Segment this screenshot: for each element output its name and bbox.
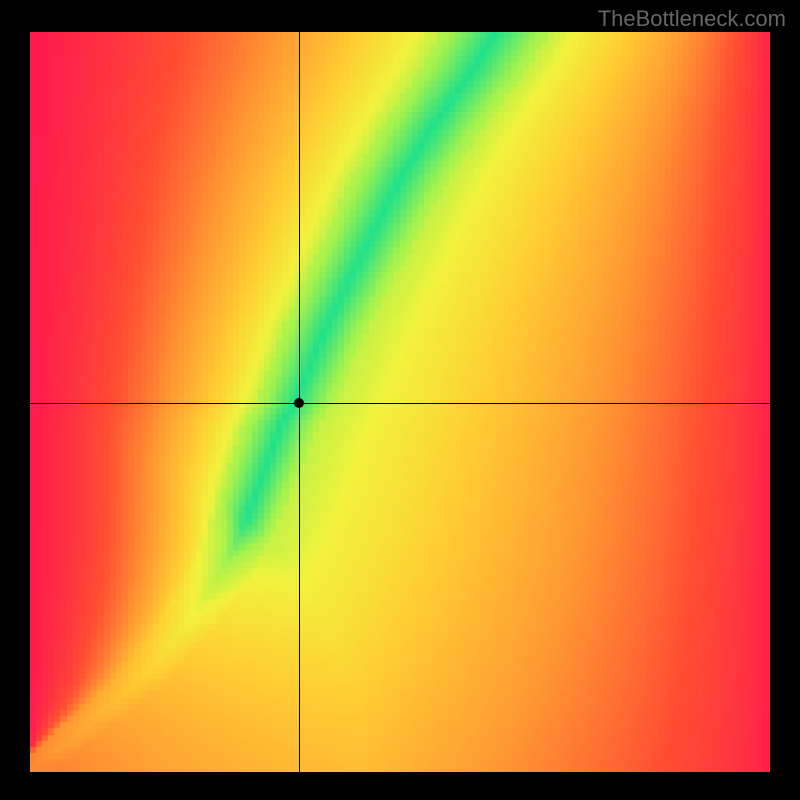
data-point-marker — [294, 398, 304, 408]
crosshair-horizontal — [30, 403, 770, 404]
plot-area — [30, 32, 770, 772]
heatmap-canvas — [30, 32, 770, 772]
chart-container: TheBottleneck.com — [0, 0, 800, 800]
watermark-text: TheBottleneck.com — [598, 6, 786, 32]
